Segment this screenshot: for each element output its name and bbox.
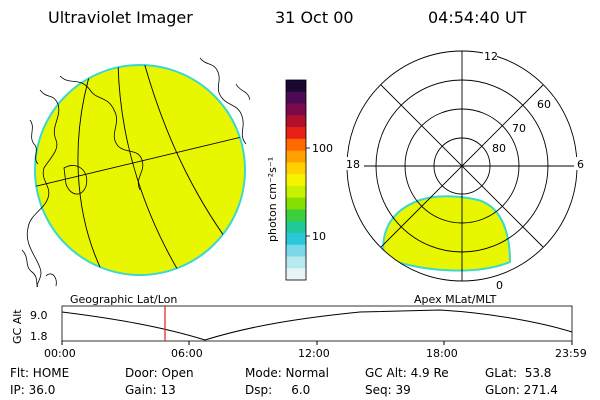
xtick-0600: 06:00: [171, 347, 203, 360]
info-gc-alt: GC Alt: 4.9 Re: [365, 366, 449, 380]
colorbar-segment: [286, 209, 306, 222]
colorbar-segment: [286, 103, 306, 116]
colorbar-segment: [286, 185, 306, 199]
time-label: 04:54:40 UT: [428, 8, 527, 27]
mlt-label-12: 12: [484, 50, 498, 63]
colorbar-segment: [286, 115, 306, 128]
colorbar-tick-10: 10: [312, 230, 326, 243]
colorbar-segment: [286, 221, 306, 234]
colorbar-segment: [286, 256, 306, 269]
info-flight: Flt: HOME: [10, 366, 70, 380]
polar-grid: [346, 50, 578, 282]
xtick-1200: 12:00: [298, 347, 330, 360]
xtick-2359: 23:59: [555, 347, 587, 360]
colorbar: 100 10 photon cm⁻²s⁻¹: [266, 79, 333, 281]
xtick-0000: 00:00: [44, 347, 76, 360]
colorbar-segment: [286, 91, 306, 105]
colorbar-segment: [286, 174, 306, 187]
colorbar-segment: [286, 197, 306, 210]
mlt-label-0: 0: [496, 279, 503, 292]
mlt-label-6: 6: [577, 158, 584, 171]
date-label: 31 Oct 00: [275, 8, 354, 27]
colorbar-tick-100: 100: [312, 142, 333, 155]
colorbar-unit-label: photon cm⁻²s⁻¹: [266, 157, 279, 242]
colorbar-segment: [286, 127, 306, 140]
geographic-map: [21, 57, 250, 287]
colorbar-segment: [286, 268, 306, 281]
auroral-oval-emission: [382, 195, 512, 272]
xtick-1800: 18:00: [426, 347, 458, 360]
altitude-ylabel: GC Alt: [11, 309, 24, 344]
coastlines: [21, 57, 250, 287]
info-glon: GLon: 271.4: [485, 383, 558, 397]
colorbar-segment: [286, 232, 306, 246]
mlat-label-60: 60: [537, 98, 551, 111]
colorbar-segment: [286, 150, 306, 163]
geo-emission-disk: [34, 64, 246, 276]
mlat-label-80: 80: [492, 142, 506, 155]
info-dsp: Dsp: 6.0: [245, 383, 311, 397]
info-seq: Seq: 39: [365, 383, 411, 397]
mlat-label-70: 70: [512, 122, 526, 135]
polar-map-label: Apex MLat/MLT: [414, 293, 497, 306]
altitude-plot: Geographic Lat/Lon Apex MLat/MLT GC Alt …: [11, 293, 587, 360]
polar-plot: 12 18 6 0 60 70 80: [344, 49, 586, 292]
info-glat: GLat: 53.8: [485, 366, 552, 380]
info-mode: Mode: Normal: [245, 366, 329, 380]
colorbar-segment: [286, 138, 306, 152]
colorbar-segment: [286, 80, 306, 93]
info-gain: Gain: 13: [125, 383, 176, 397]
colorbar-segment: [286, 162, 306, 175]
app-title: Ultraviolet Imager: [48, 8, 193, 27]
altitude-curve: [61, 309, 573, 341]
altitude-ytick-1-8: 1.8: [30, 330, 48, 343]
colorbar-segment: [286, 244, 306, 257]
geo-map-label: Geographic Lat/Lon: [70, 293, 177, 306]
info-door: Door: Open: [125, 366, 194, 380]
mlt-label-18: 18: [346, 158, 360, 171]
info-ip: IP: 36.0: [10, 383, 56, 397]
altitude-ytick-9: 9.0: [30, 309, 48, 322]
